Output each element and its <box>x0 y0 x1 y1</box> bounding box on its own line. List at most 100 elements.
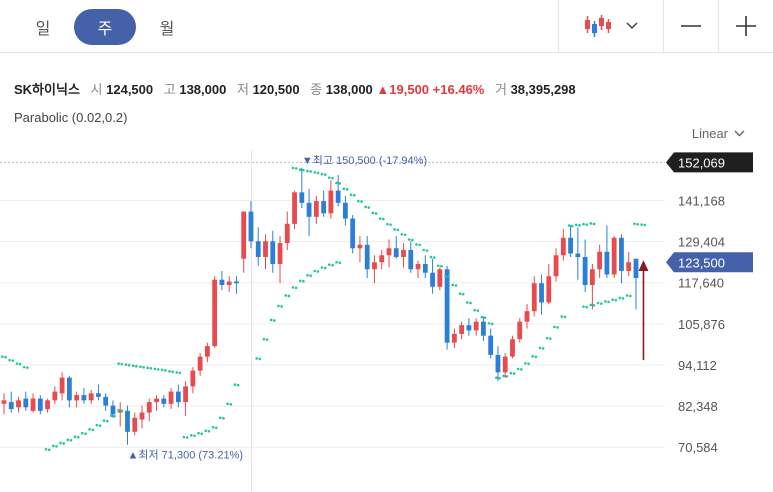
sar-dot <box>11 359 15 362</box>
sar-dot <box>425 249 429 252</box>
sar-dot <box>516 367 520 371</box>
price-chart[interactable]: 141,168 129,404 117,640 105,876 94,112 82,348… <box>0 140 773 492</box>
candle-body <box>517 321 523 340</box>
sar-dot <box>309 274 312 277</box>
max-price-annotation: ▼최고 150,500 (-17.94%) <box>302 154 427 167</box>
candle-body <box>197 356 203 371</box>
sar-dot <box>8 358 11 362</box>
sar-dot <box>47 448 51 452</box>
chevron-down-icon <box>626 22 638 30</box>
candle-body <box>74 395 80 401</box>
sar-dot <box>389 223 392 226</box>
candle-body <box>241 211 247 259</box>
sar-dot <box>255 357 258 360</box>
sar-dot <box>182 435 186 439</box>
close-label: 종 <box>310 82 323 97</box>
candle-body <box>539 283 544 303</box>
tab-monthly[interactable]: 월 <box>159 21 175 38</box>
sar-dot <box>599 302 603 305</box>
sar-dot <box>211 425 215 429</box>
sar-dot <box>26 366 29 369</box>
sar-dot <box>636 223 639 226</box>
candle-body <box>139 412 145 420</box>
sar-dot <box>574 223 578 227</box>
sar-dot <box>487 322 491 325</box>
sar-dot <box>139 365 142 369</box>
sar-dot <box>480 315 484 319</box>
sar-dot <box>512 372 516 375</box>
sar-dot <box>262 337 266 341</box>
sar-dot <box>73 435 77 438</box>
sar-dot <box>320 172 324 176</box>
sar-dot <box>127 363 131 367</box>
candle-body <box>495 354 501 373</box>
sar-dot <box>142 365 145 369</box>
zoom-out-button[interactable] <box>663 0 718 52</box>
sar-dot <box>207 429 211 433</box>
sar-dot <box>360 200 363 203</box>
tab-daily[interactable]: 일 <box>35 21 51 38</box>
sar-dot <box>473 308 476 312</box>
candle-body <box>597 251 603 270</box>
sar-dot <box>88 428 91 431</box>
sar-dot <box>338 182 342 185</box>
sar-dot <box>458 292 462 296</box>
tab-weekly[interactable]: 주 <box>74 9 136 45</box>
sar-dot <box>193 434 196 438</box>
quote-summary: SK하이닉스 시 124,500 고 138,000 저 120,500 종 1… <box>14 79 576 98</box>
sar-dot <box>476 309 480 312</box>
scale-select[interactable]: Linear <box>692 126 745 141</box>
sar-dot <box>582 222 585 226</box>
sar-dot <box>618 296 622 300</box>
sar-dot <box>498 376 501 380</box>
sar-dot <box>396 228 400 232</box>
candle-body <box>234 281 239 284</box>
candle-body <box>146 402 152 413</box>
volume-value: 38,395,298 <box>510 82 576 97</box>
sar-dot <box>371 211 375 215</box>
zoom-in-button[interactable] <box>718 0 773 52</box>
candle-body <box>357 244 363 249</box>
sar-dot <box>306 273 309 277</box>
sar-dot <box>415 243 418 246</box>
sar-dot <box>465 301 469 304</box>
high-value: 138,000 <box>179 82 227 97</box>
candle-body <box>619 237 624 271</box>
sar-dot <box>509 371 513 375</box>
sar-dot <box>18 362 22 366</box>
chart-type-select[interactable] <box>558 0 663 52</box>
sar-dot <box>331 176 334 180</box>
sar-dot <box>331 263 334 267</box>
sar-dot <box>640 223 643 226</box>
candle-body <box>96 393 101 397</box>
sar-dot <box>153 367 157 371</box>
sar-dot <box>280 305 283 308</box>
sar-dot <box>171 370 174 374</box>
sar-dot <box>611 298 614 301</box>
sar-dot <box>277 304 280 308</box>
candle-body <box>321 201 327 214</box>
candle-body <box>408 250 414 270</box>
candle-body <box>277 243 283 265</box>
sar-dot <box>567 224 571 227</box>
candle-body <box>459 325 465 334</box>
sar-dot <box>643 223 647 227</box>
sar-dot <box>629 294 632 298</box>
sar-dot <box>429 255 433 259</box>
sar-dot <box>233 383 237 386</box>
candle-body <box>190 370 196 387</box>
sar-dot <box>302 279 305 283</box>
sar-dot <box>309 170 312 173</box>
sar-dot <box>258 357 262 361</box>
sar-dot <box>411 238 414 242</box>
sar-dot <box>135 364 138 368</box>
sar-dot <box>490 322 494 326</box>
sar-dot <box>222 417 225 420</box>
sar-dot <box>378 217 382 220</box>
sar-dot <box>374 212 378 215</box>
candle-body <box>175 391 181 403</box>
sar-dot <box>418 243 421 247</box>
sar-dot <box>621 297 625 300</box>
candle-body <box>168 391 174 404</box>
candle-body <box>560 237 566 256</box>
